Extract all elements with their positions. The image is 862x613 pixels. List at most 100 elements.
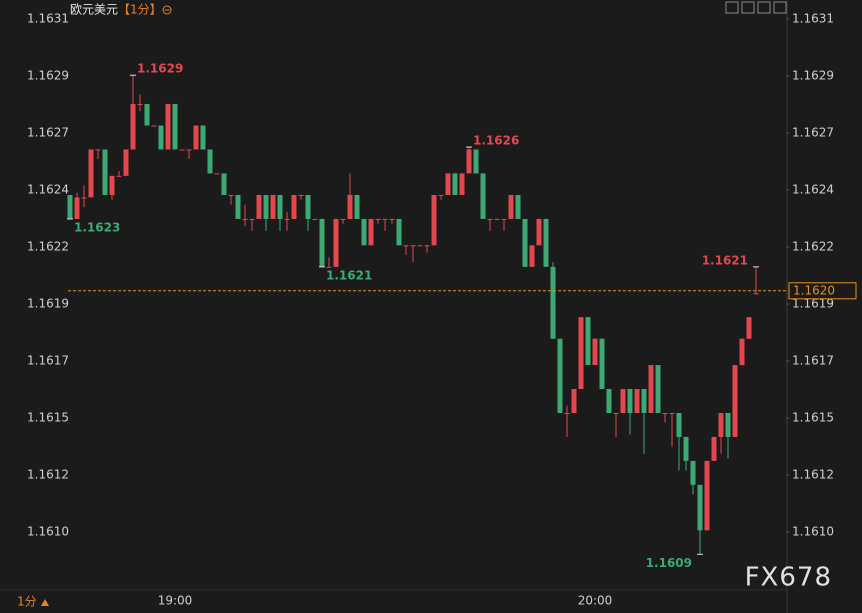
candle-body <box>592 338 598 366</box>
annotation-label: 1.1621 <box>326 268 372 282</box>
candle-body <box>333 218 339 267</box>
candle-body <box>508 194 514 219</box>
candle-body <box>193 125 199 150</box>
candle-body <box>375 218 381 220</box>
candle-body <box>382 218 388 220</box>
candle-body <box>389 218 395 220</box>
toolbar[interactable] <box>725 1 787 14</box>
candle-body <box>298 194 304 196</box>
candle-body <box>410 245 416 247</box>
candle-body <box>746 317 752 339</box>
last-price-box <box>788 282 857 300</box>
candle-body <box>648 365 654 413</box>
candle-body <box>557 338 563 413</box>
candle-body <box>221 173 227 195</box>
candle-body <box>305 194 311 219</box>
candle-body <box>697 484 703 531</box>
y-tick-label-right: 1.1612 <box>792 468 834 482</box>
y-tick-label-right: 1.1629 <box>792 68 834 82</box>
candle-body <box>466 149 472 174</box>
candle-body <box>207 149 213 174</box>
candle-body <box>74 197 80 219</box>
candle-body <box>676 412 682 437</box>
candle-body <box>340 218 346 220</box>
candle-body <box>396 218 402 246</box>
candle-body <box>424 245 430 247</box>
candle-body <box>711 436 717 461</box>
y-tick-label: 1.1627 <box>27 125 69 139</box>
candle-body <box>739 338 745 366</box>
candle-body <box>361 218 367 246</box>
candle-body <box>291 194 297 219</box>
candle-body <box>277 194 283 219</box>
candle-body <box>214 173 220 175</box>
candle-body <box>151 125 157 127</box>
y-tick-label-right: 1.1624 <box>792 182 834 196</box>
candle-body <box>249 218 255 220</box>
candle-body <box>256 194 262 219</box>
candle-body <box>494 218 500 220</box>
candle-body <box>172 103 178 150</box>
y-tick-label: 1.1622 <box>27 239 69 253</box>
bottom-interval[interactable]: 1分 <box>17 595 37 609</box>
candle-body <box>200 125 206 150</box>
y-tick-label-right: 1.1615 <box>792 411 834 425</box>
candle-body <box>186 149 192 151</box>
candle-body <box>732 365 738 437</box>
interval-toggle[interactable] <box>41 599 49 606</box>
candle-body <box>501 218 507 220</box>
candle-body <box>228 194 234 196</box>
candle-body <box>438 194 444 196</box>
candle-body <box>578 317 584 390</box>
candle-body <box>585 317 591 366</box>
candle-body <box>459 173 465 195</box>
candle-body <box>242 218 248 220</box>
annotation-label: 1.1623 <box>74 220 120 234</box>
candle-body <box>137 103 143 105</box>
candle-body <box>683 436 689 461</box>
watermark: FX678 <box>745 563 832 593</box>
candle-body <box>67 194 73 219</box>
interval: 【1分】 <box>118 3 162 17</box>
zoom-icon[interactable] <box>162 5 172 15</box>
candle-body <box>543 218 549 267</box>
candle-body <box>690 460 696 485</box>
candle-body <box>634 389 640 413</box>
candle-body <box>403 245 409 247</box>
y-tick-label-right: 1.1617 <box>792 353 834 367</box>
candle-body <box>270 194 276 219</box>
y-tick-label: 1.1619 <box>27 296 69 310</box>
annotation-label: 1.1621 <box>702 253 748 267</box>
candle-body <box>473 149 479 174</box>
candle-body <box>130 103 136 150</box>
candle-body <box>452 173 458 195</box>
candle-body <box>88 149 94 198</box>
annotation-label: 1.1629 <box>137 62 183 76</box>
y-tick-label-right: 1.1627 <box>792 125 834 139</box>
annotation-label: 1.1609 <box>646 556 692 570</box>
y-tick-label: 1.1624 <box>27 182 69 196</box>
candle-body <box>564 412 570 414</box>
candle-body <box>158 125 164 150</box>
candle-body <box>95 149 101 151</box>
candle-body <box>599 338 605 390</box>
chart-title: 欧元美元 <box>70 3 118 17</box>
candle-body <box>123 149 129 176</box>
candle-body <box>144 103 150 126</box>
candle-body <box>515 194 521 219</box>
candle-body <box>550 266 556 339</box>
candle-body <box>627 389 633 413</box>
candle-body <box>669 412 675 414</box>
candle-body <box>655 365 661 413</box>
candle-body <box>368 218 374 246</box>
y-tick-label: 1.1617 <box>27 353 69 367</box>
candle-body <box>613 412 619 414</box>
candle-body <box>606 389 612 413</box>
candle-body <box>116 175 122 177</box>
candle-body <box>179 149 185 151</box>
y-tick-label: 1.1610 <box>27 525 69 539</box>
candle-body <box>536 218 542 246</box>
last-price-label: 1.1620 <box>793 283 835 297</box>
